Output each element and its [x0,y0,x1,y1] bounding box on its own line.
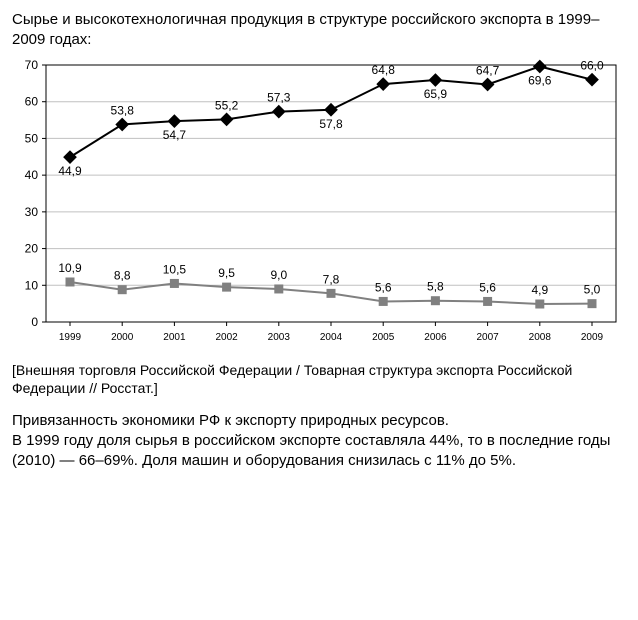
svg-text:69,6: 69,6 [528,73,552,87]
svg-text:0: 0 [31,315,38,329]
svg-text:55,2: 55,2 [215,98,239,112]
svg-text:5,0: 5,0 [584,282,601,296]
svg-text:64,8: 64,8 [372,63,396,77]
svg-text:10: 10 [25,278,39,292]
svg-text:2006: 2006 [424,332,447,343]
body-text: Привязанность экономики РФ к экспорту пр… [12,411,626,472]
svg-text:5,6: 5,6 [375,280,392,294]
source-citation: [Внешняя торговля Российской Федерации /… [12,361,626,397]
svg-text:2003: 2003 [268,332,291,343]
svg-text:60: 60 [25,94,39,108]
svg-text:10,5: 10,5 [163,262,187,276]
chart-title: Сырье и высокотехнологичная продукция в … [12,10,626,51]
svg-text:44,9: 44,9 [58,164,82,178]
svg-text:5,8: 5,8 [427,279,444,293]
svg-text:2008: 2008 [529,332,552,343]
svg-text:30: 30 [25,204,39,218]
svg-text:1999: 1999 [59,332,82,343]
svg-text:2000: 2000 [111,332,134,343]
svg-text:65,9: 65,9 [424,87,448,101]
svg-text:9,5: 9,5 [218,266,235,280]
svg-text:7,8: 7,8 [323,272,340,286]
svg-text:64,7: 64,7 [476,63,500,77]
svg-text:2004: 2004 [320,332,343,343]
svg-text:40: 40 [25,168,39,182]
svg-text:57,8: 57,8 [319,116,343,130]
body-line-2: В 1999 году доля сырья в российском эксп… [12,431,626,472]
svg-text:8,8: 8,8 [114,268,131,282]
svg-text:2005: 2005 [372,332,395,343]
svg-text:66,0: 66,0 [580,58,604,72]
svg-text:57,3: 57,3 [267,90,291,104]
svg-text:50: 50 [25,131,39,145]
body-line-1: Привязанность экономики РФ к экспорту пр… [12,411,626,431]
svg-text:5,6: 5,6 [479,280,496,294]
svg-text:4,9: 4,9 [531,283,548,297]
export-structure-chart: 0 10 20 30 40 50 60 70 1999 2000 2001 2002 2003 2004 2… [12,57,626,357]
page-root: Сырье и высокотехнологичная продукция в … [0,0,638,484]
svg-text:10,9: 10,9 [58,260,82,274]
svg-text:53,8: 53,8 [111,103,135,117]
svg-text:2002: 2002 [215,332,238,343]
svg-text:20: 20 [25,241,39,255]
svg-text:54,7: 54,7 [163,128,187,142]
svg-text:9,0: 9,0 [270,267,287,281]
svg-text:2009: 2009 [581,332,604,343]
svg-text:70: 70 [25,58,39,72]
svg-text:2001: 2001 [163,332,186,343]
svg-text:2007: 2007 [476,332,499,343]
